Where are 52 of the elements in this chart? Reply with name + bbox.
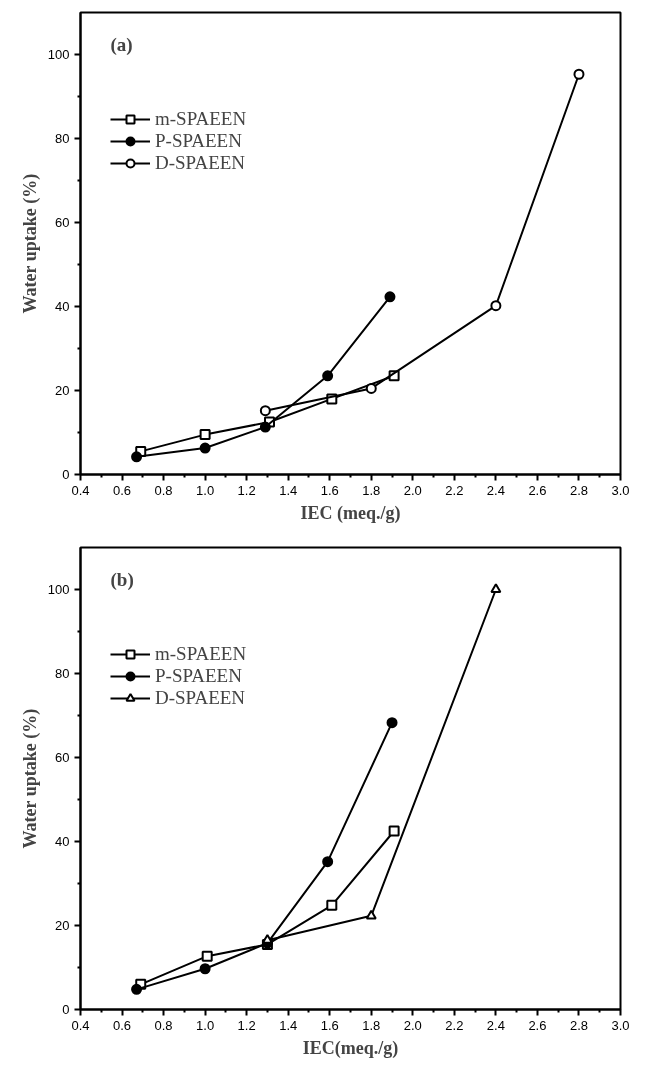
x-tick-label: 1.4 [279, 482, 298, 498]
x-tick-label: 2.0 [403, 1017, 422, 1033]
x-tick-label: 1.0 [196, 482, 215, 498]
legend-label: P-SPAEEN [155, 130, 242, 152]
x-tick-label: 2.6 [528, 1017, 547, 1033]
y-tick-label: 0 [62, 1002, 70, 1017]
x-tick-label: 2.2 [445, 1017, 464, 1033]
x-tick-label: 0.4 [71, 1017, 90, 1033]
x-axis-title: IEC (meq./g) [300, 502, 401, 524]
x-tick-label: 0.6 [113, 1017, 132, 1033]
x-tick-label: 1.4 [279, 1017, 298, 1033]
x-tick-label: 2.2 [445, 482, 464, 498]
x-axis-title: IEC(meq./g) [302, 1037, 399, 1059]
y-tick-label: 40 [55, 834, 70, 849]
y-tick-label: 20 [55, 383, 70, 398]
x-tick-label: 3.0 [611, 482, 630, 498]
x-tick-label: 1.6 [320, 482, 339, 498]
x-tick-label: 0.6 [113, 482, 132, 498]
y-axis-title: Water uptake (%) [19, 173, 41, 314]
x-tick-label: 1.2 [237, 1017, 256, 1033]
x-tick-label: 3.0 [611, 1017, 630, 1033]
x-tick-label: 2.4 [486, 1017, 505, 1033]
x-tick-label: 2.4 [486, 482, 505, 498]
annotation: (b) [110, 568, 134, 591]
x-tick-label: 1.6 [320, 1017, 339, 1033]
x-tick-label: 0.4 [71, 482, 90, 498]
x-tick-label: 0.8 [154, 482, 173, 498]
legend-label: D-SPAEEN [155, 687, 246, 709]
legend-label: m-SPAEEN [155, 643, 247, 665]
legend-label: P-SPAEEN [155, 665, 242, 687]
legend-label: D-SPAEEN [155, 152, 246, 174]
y-axis-title: Water uptake (%) [19, 708, 41, 849]
x-tick-label: 2.6 [528, 482, 547, 498]
x-tick-label: 2.0 [403, 482, 422, 498]
x-tick-label: 1.2 [237, 482, 256, 498]
annotation: (a) [110, 33, 133, 56]
y-tick-label: 60 [55, 215, 70, 230]
y-tick-label: 100 [47, 47, 70, 62]
y-tick-label: 0 [62, 467, 70, 482]
y-tick-label: 80 [55, 666, 70, 681]
y-tick-label: 40 [55, 299, 70, 314]
x-tick-label: 2.8 [569, 482, 588, 498]
x-tick-label: 1.8 [362, 482, 381, 498]
legend-label: m-SPAEEN [155, 108, 247, 130]
y-tick-label: 60 [55, 750, 70, 765]
y-tick-label: 100 [47, 582, 70, 597]
x-tick-label: 0.8 [154, 1017, 173, 1033]
x-tick-label: 1.8 [362, 1017, 381, 1033]
x-tick-label: 2.8 [569, 1017, 588, 1033]
x-tick-label: 1.0 [196, 1017, 215, 1033]
y-tick-label: 20 [55, 918, 70, 933]
y-tick-label: 80 [55, 131, 70, 146]
